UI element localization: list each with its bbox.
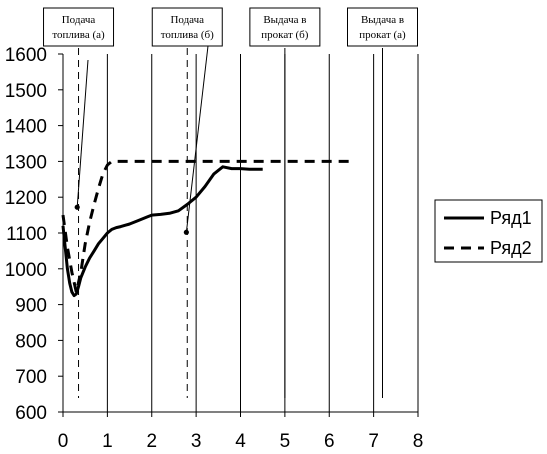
y-tick-label: 900 — [15, 296, 47, 317]
y-tick-label: 700 — [15, 367, 47, 388]
annotation-text: топлива (а) — [52, 29, 105, 41]
axes: 600 700 800 900 1000 1100 1200 1300 1400 1500 1600… — [5, 45, 424, 452]
y-tick-label: 600 — [15, 403, 47, 424]
annotation-text: Выдача в — [361, 14, 404, 26]
series-line — [61, 159, 352, 294]
y-tick-label: 1300 — [5, 152, 47, 173]
series-line — [61, 165, 263, 298]
annotation-text: Подача — [62, 14, 96, 26]
annotation-text: прокат (а) — [359, 29, 406, 41]
x-tick-label: 4 — [235, 431, 246, 452]
annotation-box — [347, 7, 418, 47]
x-tick-label: 8 — [413, 431, 424, 452]
annotation-text: Выдача в — [263, 14, 306, 26]
y-tick-label: 1400 — [5, 117, 47, 138]
annotation-leader-line — [185, 45, 209, 233]
annotation-text: прокат (б) — [261, 29, 308, 41]
point-markers — [74, 204, 189, 235]
y-tick-label: 1000 — [5, 260, 47, 281]
annotation-leader-line — [76, 59, 89, 208]
x-tick-label: 2 — [146, 431, 157, 452]
series-lines — [61, 159, 352, 298]
x-tick-label: 5 — [280, 431, 291, 452]
y-tick-label: 1600 — [5, 45, 47, 66]
x-tick-label: 6 — [324, 431, 335, 452]
y-tick-label: 800 — [15, 331, 47, 352]
y-tick-label: 1200 — [5, 188, 47, 209]
x-tick-label: 0 — [58, 431, 69, 452]
annotation-box — [151, 7, 223, 47]
data-point — [183, 229, 189, 235]
y-tick-label: 1500 — [5, 81, 47, 102]
grid-lines — [106, 54, 419, 412]
x-tick-label: 3 — [191, 431, 202, 452]
x-tick-label: 1 — [102, 431, 113, 452]
annotation-box — [249, 7, 321, 47]
event-annotations: Подача топлива (а) Подача топлива (б) Выдача… — [43, 7, 418, 233]
legend-label: Ряд2 — [490, 238, 532, 258]
y-tick-label: 1100 — [6, 224, 47, 245]
annotation-box — [43, 7, 115, 47]
annotation-text: топлива (б) — [161, 29, 214, 41]
legend-label: Ряд1 — [490, 208, 532, 228]
legend-box — [434, 199, 543, 263]
event-lines — [78, 48, 383, 398]
legend: Ряд1 Ряд2 — [434, 199, 543, 263]
annotation-text: Подача — [170, 14, 204, 26]
x-tick-label: 7 — [368, 431, 379, 452]
